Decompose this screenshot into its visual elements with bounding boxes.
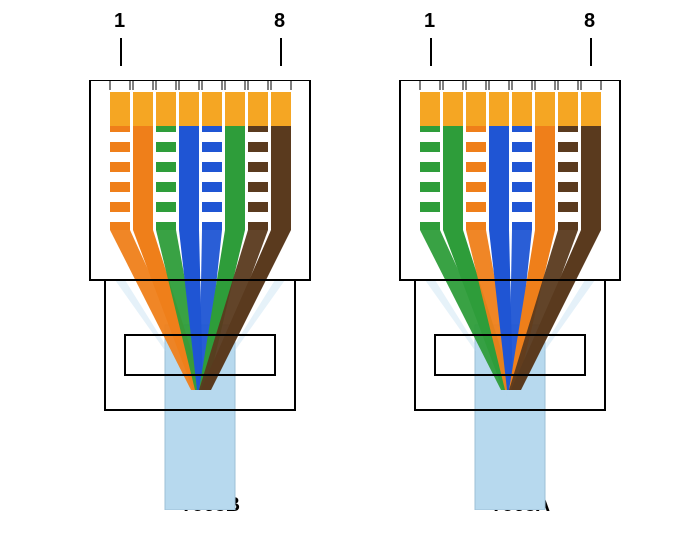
pin-labels: 1 8 xyxy=(380,10,660,80)
connector-t568b: 1 8 xyxy=(70,10,350,517)
pin-labels: 1 8 xyxy=(70,10,350,80)
pin-1-label: 1 xyxy=(424,10,435,33)
pin-1-tick xyxy=(120,38,122,66)
pin-1-label: 1 xyxy=(114,10,125,33)
pin-8-tick xyxy=(590,38,592,66)
pin-8-tick xyxy=(280,38,282,66)
connector-svg xyxy=(380,80,660,490)
diagram-stage: 1 8 xyxy=(0,0,700,542)
pin-8-label: 8 xyxy=(274,10,285,33)
pin-8-label: 8 xyxy=(584,10,595,33)
connector-svg xyxy=(70,80,350,490)
pin-1-tick xyxy=(430,38,432,66)
connector-t568a: 1 8 xyxy=(380,10,660,517)
